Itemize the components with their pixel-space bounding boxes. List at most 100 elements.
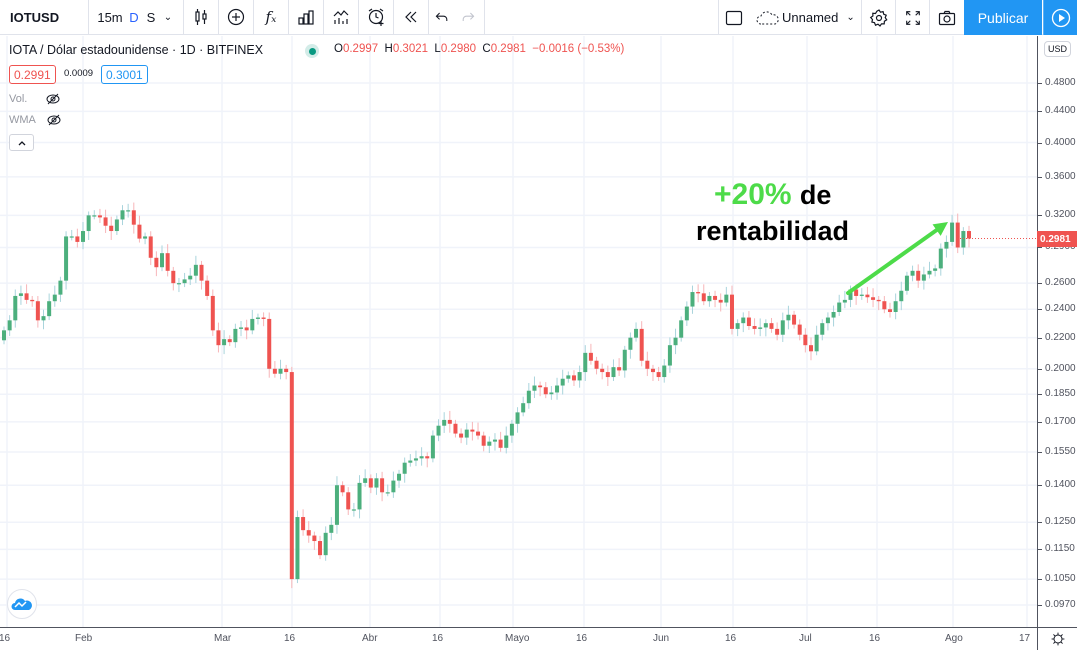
annotation-line1[interactable]: +20% de bbox=[714, 178, 831, 212]
price-tick-label: 0.3600 bbox=[1045, 170, 1076, 182]
interval-dropdown-chevron-icon[interactable]: ⌄ bbox=[163, 11, 173, 23]
symbol-section: IOTUSD bbox=[0, 0, 89, 35]
compare-section bbox=[289, 0, 324, 35]
candles-icon[interactable] bbox=[184, 0, 218, 35]
rectangle-icon[interactable] bbox=[718, 0, 748, 35]
currency-badge[interactable]: USD bbox=[1044, 41, 1071, 57]
series-legend: IOTA / Dólar estadounidense · 1D · BITFI… bbox=[9, 43, 263, 57]
time-tick-label: 16 bbox=[725, 633, 737, 644]
redo-icon[interactable] bbox=[455, 0, 481, 35]
time-axis[interactable]: 16 Feb Mar 16 Abr 16 Mayo 16 Jun 16 Jul 16 Ago 17 bbox=[0, 627, 1037, 650]
undo-redo-section bbox=[429, 0, 485, 35]
axis-settings-button[interactable] bbox=[1037, 627, 1077, 650]
replay-icon[interactable] bbox=[394, 0, 428, 35]
eye-crossed-icon[interactable] bbox=[46, 113, 62, 127]
interval-section: 15m D S ⌄ bbox=[89, 0, 184, 35]
top-toolbar: IOTUSD 15m D S ⌄ 𝑓ₓ bbox=[0, 0, 1077, 35]
indicators-icon[interactable]: 𝑓ₓ bbox=[265, 8, 277, 26]
alert-icon[interactable] bbox=[359, 0, 393, 35]
cloud-icon bbox=[756, 10, 779, 24]
tradingview-logo[interactable] bbox=[7, 589, 37, 619]
interval-15m[interactable]: 15m bbox=[97, 9, 123, 25]
high-value: 0.3021 bbox=[392, 43, 429, 55]
time-tick-label: 17 bbox=[1019, 633, 1031, 644]
spread-value: 0.0009 bbox=[64, 68, 94, 79]
price-tick-label: 0.4800 bbox=[1045, 77, 1076, 88]
ohlc-values: O0.2997 H0.3021 L0.2980 C0.2981 −0.0016 … bbox=[334, 43, 625, 55]
time-tick-label: Feb bbox=[75, 633, 93, 644]
sell-price-button[interactable]: 0.2991 bbox=[9, 65, 56, 84]
indicator-label: WMA bbox=[9, 114, 36, 126]
camera-icon bbox=[938, 10, 956, 25]
time-tick-label: Mayo bbox=[505, 633, 530, 644]
layout-name-button[interactable]: Unnamed ⌄ bbox=[748, 0, 862, 35]
price-tick-label: 0.4400 bbox=[1045, 105, 1076, 117]
time-tick-label: Mar bbox=[214, 633, 232, 644]
add-icon[interactable] bbox=[219, 0, 253, 35]
add-section bbox=[219, 0, 254, 35]
publish-button[interactable]: Publicar bbox=[964, 0, 1042, 35]
time-tick-label: 16 bbox=[576, 633, 588, 644]
time-tick-label: Jun bbox=[653, 633, 670, 644]
time-tick-label: Jul bbox=[799, 633, 812, 644]
price-tick-label: 0.1700 bbox=[1045, 415, 1076, 427]
play-button[interactable] bbox=[1043, 0, 1077, 35]
snapshot-button[interactable] bbox=[930, 0, 964, 35]
indicators-section: 𝑓ₓ bbox=[254, 0, 289, 35]
time-tick-label: Ago bbox=[945, 633, 963, 644]
layout-name: Unnamed bbox=[782, 10, 839, 25]
undo-icon[interactable] bbox=[429, 0, 455, 35]
price-tick-label: 0.2400 bbox=[1045, 303, 1076, 315]
annotation-de: de bbox=[799, 180, 832, 210]
chevron-up-icon bbox=[18, 140, 25, 145]
compare-icon[interactable] bbox=[289, 0, 323, 35]
price-tick-label: 0.2600 bbox=[1045, 277, 1076, 289]
alert-section bbox=[359, 0, 394, 35]
indicator-label: Vol. bbox=[9, 93, 28, 105]
open-value: 0.2997 bbox=[342, 43, 379, 55]
price-tick-label: 0.1250 bbox=[1045, 516, 1076, 528]
buy-price-button[interactable]: 0.3001 bbox=[101, 65, 148, 84]
templates-section bbox=[324, 0, 359, 35]
market-status-dot-icon bbox=[305, 44, 319, 58]
interval-d[interactable]: D bbox=[129, 9, 139, 25]
price-tick-label: 0.4000 bbox=[1045, 136, 1076, 148]
fullscreen-icon bbox=[905, 10, 920, 25]
chevron-down-icon: ⌄ bbox=[846, 12, 855, 23]
low-value: 0.2980 bbox=[440, 43, 477, 55]
price-tick-label: 0.1050 bbox=[1045, 573, 1076, 585]
right-toolbar: Unnamed ⌄ bbox=[718, 0, 964, 35]
logo-cloud-icon bbox=[11, 598, 32, 610]
price-tick-label: 0.1400 bbox=[1045, 479, 1076, 491]
candlestick-chart[interactable] bbox=[0, 36, 1037, 627]
collapse-legend-button[interactable] bbox=[9, 134, 34, 151]
time-tick-label: 16 bbox=[0, 633, 11, 644]
price-tick-label: 0.2000 bbox=[1045, 362, 1076, 374]
time-tick-label: 16 bbox=[432, 633, 444, 644]
series-title: IOTA / Dólar estadounidense · 1D · BITFI… bbox=[9, 43, 264, 57]
price-tick-label: 0.3200 bbox=[1045, 209, 1076, 221]
chart-pane[interactable] bbox=[0, 36, 1037, 627]
annotation-line2[interactable]: rentabilidad bbox=[696, 216, 850, 246]
symbol-search-button[interactable]: IOTUSD bbox=[10, 9, 60, 25]
price-axis[interactable]: 0.48000.44000.40000.36000.32000.29000.26… bbox=[1037, 36, 1077, 627]
close-value: 0.2981 bbox=[490, 43, 526, 55]
change-value: −0.0016 (−0.53%) bbox=[532, 43, 625, 55]
price-tick-label: 0.1550 bbox=[1045, 445, 1076, 457]
eye-crossed-icon[interactable] bbox=[45, 92, 61, 106]
play-icon bbox=[1051, 8, 1070, 27]
time-tick-label: 16 bbox=[284, 633, 296, 644]
templates-icon[interactable] bbox=[324, 0, 358, 35]
chart-type-section bbox=[184, 0, 219, 35]
indicator-wma: WMA bbox=[9, 113, 62, 127]
time-tick-label: Abr bbox=[362, 633, 378, 644]
time-tick-label: 16 bbox=[869, 633, 881, 644]
interval-s[interactable]: S bbox=[146, 9, 156, 25]
indicator-volume: Vol. bbox=[9, 92, 61, 106]
annotation-percentage: +20% bbox=[714, 178, 792, 211]
settings-button[interactable] bbox=[862, 0, 896, 35]
replay-section bbox=[394, 0, 429, 35]
price-tick-label: 0.2200 bbox=[1045, 331, 1076, 343]
fullscreen-button[interactable] bbox=[896, 0, 930, 35]
gear-icon bbox=[1051, 632, 1064, 646]
